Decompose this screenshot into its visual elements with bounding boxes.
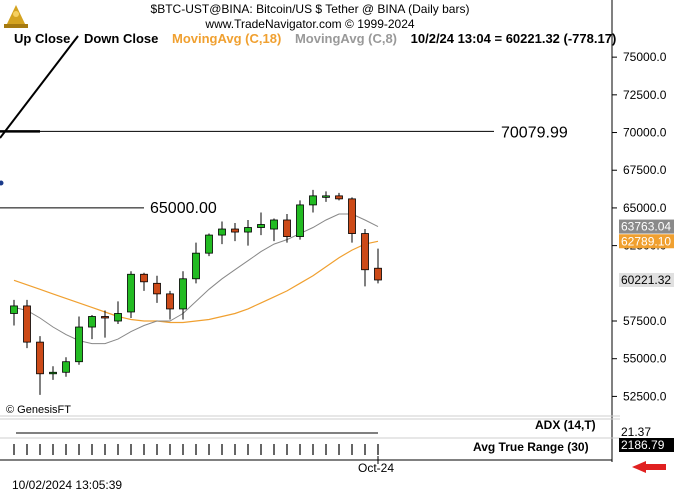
candle-up [309,195,317,206]
candle-up [75,326,83,363]
ma18-value-tag-bg [619,234,674,249]
annotation-label-70079: 70079.99 [501,124,568,141]
candle-down [348,198,356,234]
legend-readout: 10/2/24 13:04 = 60221.32 (-778.17) [410,31,617,46]
adx-value: 21.37 [621,425,651,439]
candle-down [153,282,161,295]
candle-down [374,267,382,281]
candle-up [88,316,96,328]
legend-ma18[interactable]: MovingAvg (C,18) [172,31,282,46]
legend: Up Close Down Close MovingAvg (C,18) Mov… [14,31,626,46]
y-tick-label: 65000.0 [623,201,667,215]
y-tick-label: 72500.0 [623,88,667,102]
ma8-value-tag: 63763.04 [621,220,671,234]
candle-up [270,219,278,230]
y-tick-label: 57500.0 [623,314,667,328]
ma8-line [13,213,379,345]
last-price-tag-bg [619,272,674,287]
candle-up [49,371,57,375]
x-tick-label: Oct-24 [358,461,394,475]
candle-up [257,224,265,228]
candle-down [335,195,343,200]
candle-up [10,305,18,314]
ma18-line [13,240,379,324]
candle-down [231,228,239,233]
candle-down [101,316,109,319]
atr-value: 2186.79 [621,438,665,452]
tradenavigator-logo-icon [4,5,28,28]
genesis-credit: © GenesisFT [6,404,71,416]
candle-up [62,361,70,373]
candle-down [361,233,369,271]
adx-label: ADX (14,T) [535,418,596,432]
candle-up [244,227,252,233]
chart-title: $BTC-UST@BINA: Bitcoin/US $ Tether @ BIN… [150,2,470,16]
scroll-left-arrow-icon[interactable] [632,461,666,473]
atr-value-bg [619,438,674,452]
candle-down [140,273,148,283]
ma8-value-tag-bg [619,219,674,234]
y-tick-label: 55000.0 [623,352,667,366]
adx-value-bg [619,425,674,438]
annotation-marker-dot [0,180,4,186]
candle-down [23,305,31,343]
candle-up [179,278,187,310]
y-tick-label: 75000.0 [623,50,667,64]
candle-up [114,313,122,322]
legend-down-close[interactable]: Down Close [83,31,159,46]
candle-down [283,219,291,237]
candle-up [296,204,304,237]
y-tick-label: 52500.0 [623,389,667,403]
footer-timestamp: 10/02/2024 13:05:39 [12,478,123,492]
chart-subtitle: www.TradeNavigator.com © 1999-2024 [205,17,415,31]
candle-up [205,234,213,254]
y-tick-label: 70000.0 [623,126,667,140]
ma18-value-tag: 62789.10 [621,234,671,248]
candle-up [192,252,200,280]
annotation-label-65000: 65000.00 [150,200,217,217]
candle-down [36,341,44,375]
atr-label: Avg True Range (30) [473,440,589,454]
last-price-tag: 60221.32 [621,273,671,287]
legend-ma8[interactable]: MovingAvg (C,8) [294,31,398,46]
legend-up-close[interactable]: Up Close [14,31,71,46]
candle-down [166,293,174,310]
candle-up [127,273,135,313]
candle-up [218,228,226,236]
y-tick-label: 67500.0 [623,163,667,177]
candle-up [322,195,330,198]
trendline [0,35,79,139]
